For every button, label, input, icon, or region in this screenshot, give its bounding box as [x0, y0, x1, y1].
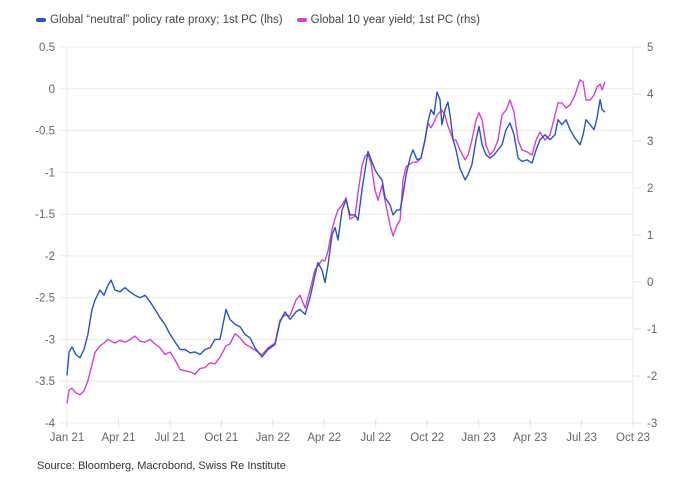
y-left-tick-label: -2 [45, 251, 55, 263]
y-left-tick-label: -3 [45, 334, 55, 346]
y-right-tick-label: -2 [647, 371, 657, 383]
x-tick-label: Oct 21 [204, 432, 238, 444]
x-tick-label: Jul 21 [155, 432, 186, 444]
legend-swatch-blue [36, 18, 46, 22]
legend: Global “neutral” policy rate proxy; 1st … [36, 14, 480, 26]
gridlines [60, 46, 634, 428]
y-left-tick-label: -4 [45, 418, 56, 430]
y-left-tick-label: -3.5 [35, 376, 55, 388]
y-left-tick-label: 0 [49, 84, 55, 96]
y-left-tick-label: -1 [45, 167, 55, 179]
x-tick-label: Jan 23 [461, 432, 496, 444]
x-tick-label: Jan 21 [50, 432, 85, 444]
x-tick-label: Oct 22 [410, 432, 444, 444]
y-left-tick-label: -2.5 [35, 293, 55, 305]
source-note: Source: Bloomberg, Macrobond, Swiss Re I… [37, 460, 286, 472]
legend-swatch-magenta [296, 18, 307, 22]
y-right-tick-label: 1 [647, 230, 653, 242]
x-tick-label: Jul 23 [566, 432, 597, 444]
x-tick-label: Jul 22 [360, 432, 391, 444]
legend-label: Global 10 year yield; 1st PC (rhs) [310, 14, 481, 26]
y-right-tick-label: 4 [647, 89, 654, 101]
y-right-tick-label: -1 [647, 324, 657, 336]
axes: 0.5 0 -0.5 -1 -1.5 -2 -2.5 -3 -3.5 -4 5 4 3 2 1 0 -1 -2 -3… [35, 42, 657, 444]
x-tick-label: Apr 23 [513, 432, 547, 444]
y-right-tick-label: 2 [647, 183, 653, 195]
series-line-10y-yield [66, 79, 606, 404]
y-left-tick-label: -0.5 [35, 126, 55, 138]
y-left-tick-label: -1.5 [35, 209, 55, 221]
y-right-tick-label: 5 [647, 42, 653, 54]
series-lines [66, 79, 606, 404]
x-tick-label: Jan 22 [256, 432, 291, 444]
x-tick-label: Oct 23 [616, 432, 650, 444]
x-tick-label: Apr 22 [307, 432, 341, 444]
series-line-policy-rate [66, 91, 606, 376]
legend-item-10y-yield: Global 10 year yield; 1st PC (rhs) [296, 14, 481, 26]
legend-item-policy-rate: Global “neutral” policy rate proxy; 1st … [36, 14, 283, 26]
y-right-tick-label: 0 [647, 277, 653, 289]
x-tick-label: Apr 21 [102, 432, 136, 444]
y-left-tick-label: 0.5 [39, 42, 55, 54]
legend-label: Global “neutral” policy rate proxy; 1st … [50, 14, 283, 26]
y-right-tick-label: -3 [647, 418, 657, 430]
y-right-tick-label: 3 [647, 136, 653, 148]
